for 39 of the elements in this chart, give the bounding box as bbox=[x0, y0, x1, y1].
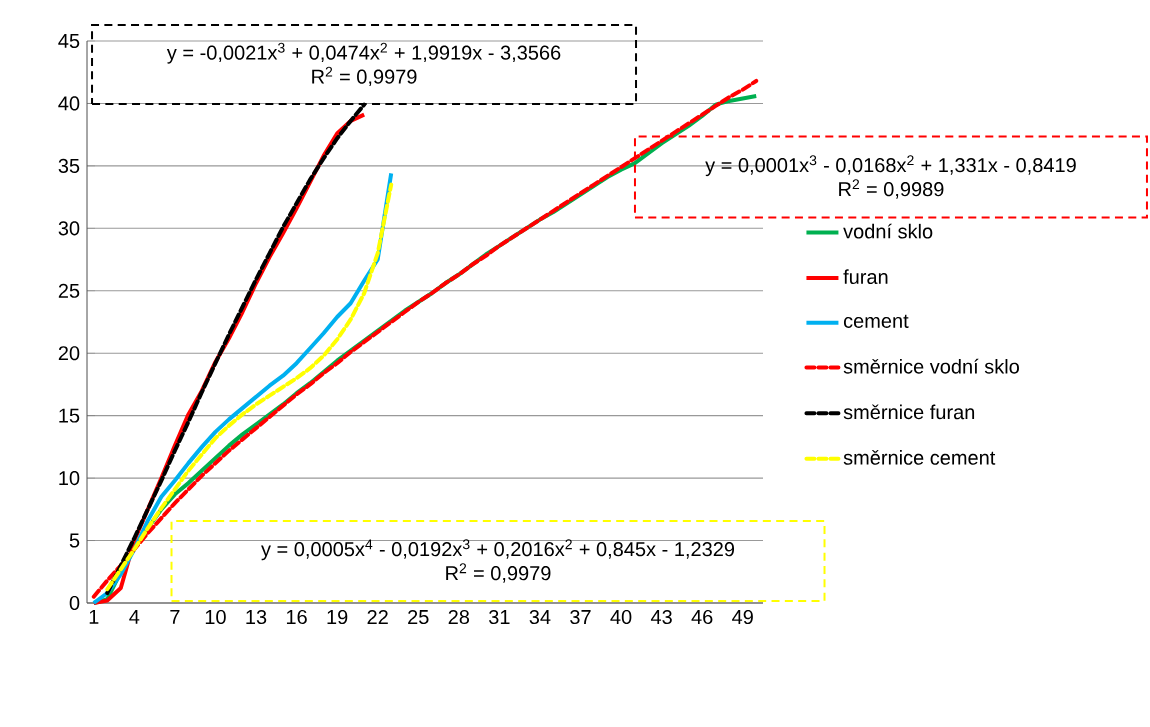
x-tick-label: 1 bbox=[89, 609, 99, 624]
y-tick-label: 15 bbox=[59, 408, 80, 423]
legend-label: směrnice furan bbox=[843, 404, 975, 420]
legend-label: směrnice vodní sklo bbox=[843, 358, 1019, 374]
x-tick-label: 13 bbox=[246, 609, 267, 625]
y-tick-label: 10 bbox=[59, 471, 80, 486]
x-tick-label: 37 bbox=[570, 609, 591, 625]
x-tick-label: 4 bbox=[129, 609, 140, 624]
legend-label: furan bbox=[843, 269, 888, 285]
annotation: R$^{2}$ = 0,9979 bbox=[312, 66, 417, 87]
x-tick-label: 46 bbox=[691, 609, 713, 625]
annotation: y = 0,0005x$^{4}$ - 0,0192x$^{3}$ + 0,2016x$^{2}$ + 0,845x - 1,2329 bbox=[261, 539, 735, 561]
x-tick-label: 7 bbox=[170, 609, 180, 624]
y-tick-label: 35 bbox=[58, 158, 80, 173]
y-tick-label: 25 bbox=[58, 283, 80, 298]
annotation: R$^{2}$ = 0,9979 bbox=[446, 563, 551, 583]
x-tick-label: 22 bbox=[367, 609, 388, 624]
y-tick-label: 5 bbox=[69, 533, 80, 548]
x-tick-label: 16 bbox=[286, 609, 307, 625]
x-tick-label: 31 bbox=[488, 609, 510, 625]
legend-label: směrnice cement bbox=[843, 450, 996, 465]
x-tick-label: 25 bbox=[408, 609, 429, 625]
annotation: y = 0,0001x$^{3}$ - 0,0168x$^{2}$ + 1,331x - 0,8419 bbox=[705, 155, 1076, 177]
x-tick-label: 19 bbox=[327, 609, 348, 625]
x-tick-label: 34 bbox=[529, 609, 551, 625]
y-tick-label: 40 bbox=[58, 96, 80, 111]
annotation: y = -0,0021x$^{3}$ + 0,0474x$^{2}$ + 1,9919x - 3,3566 bbox=[166, 42, 561, 64]
x-tick-label: 28 bbox=[448, 609, 470, 625]
y-tick-label: 45 bbox=[58, 34, 80, 48]
x-tick-label: 49 bbox=[732, 609, 753, 625]
x-tick-label: 43 bbox=[650, 609, 672, 625]
y-tick-label: 20 bbox=[58, 346, 80, 361]
text: R$^{2}$ = 0,9989 bbox=[839, 179, 944, 199]
y-tick-label: 30 bbox=[58, 221, 80, 236]
x-tick-label: 10 bbox=[205, 609, 226, 625]
y-tick-label: 0 bbox=[69, 595, 80, 611]
legend-label: cement bbox=[843, 314, 909, 328]
x-tick-label: 40 bbox=[610, 609, 632, 625]
legend-label: vodní sklo bbox=[843, 223, 933, 239]
